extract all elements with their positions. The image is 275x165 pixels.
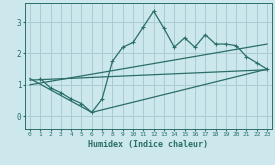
X-axis label: Humidex (Indice chaleur): Humidex (Indice chaleur) xyxy=(89,140,208,149)
